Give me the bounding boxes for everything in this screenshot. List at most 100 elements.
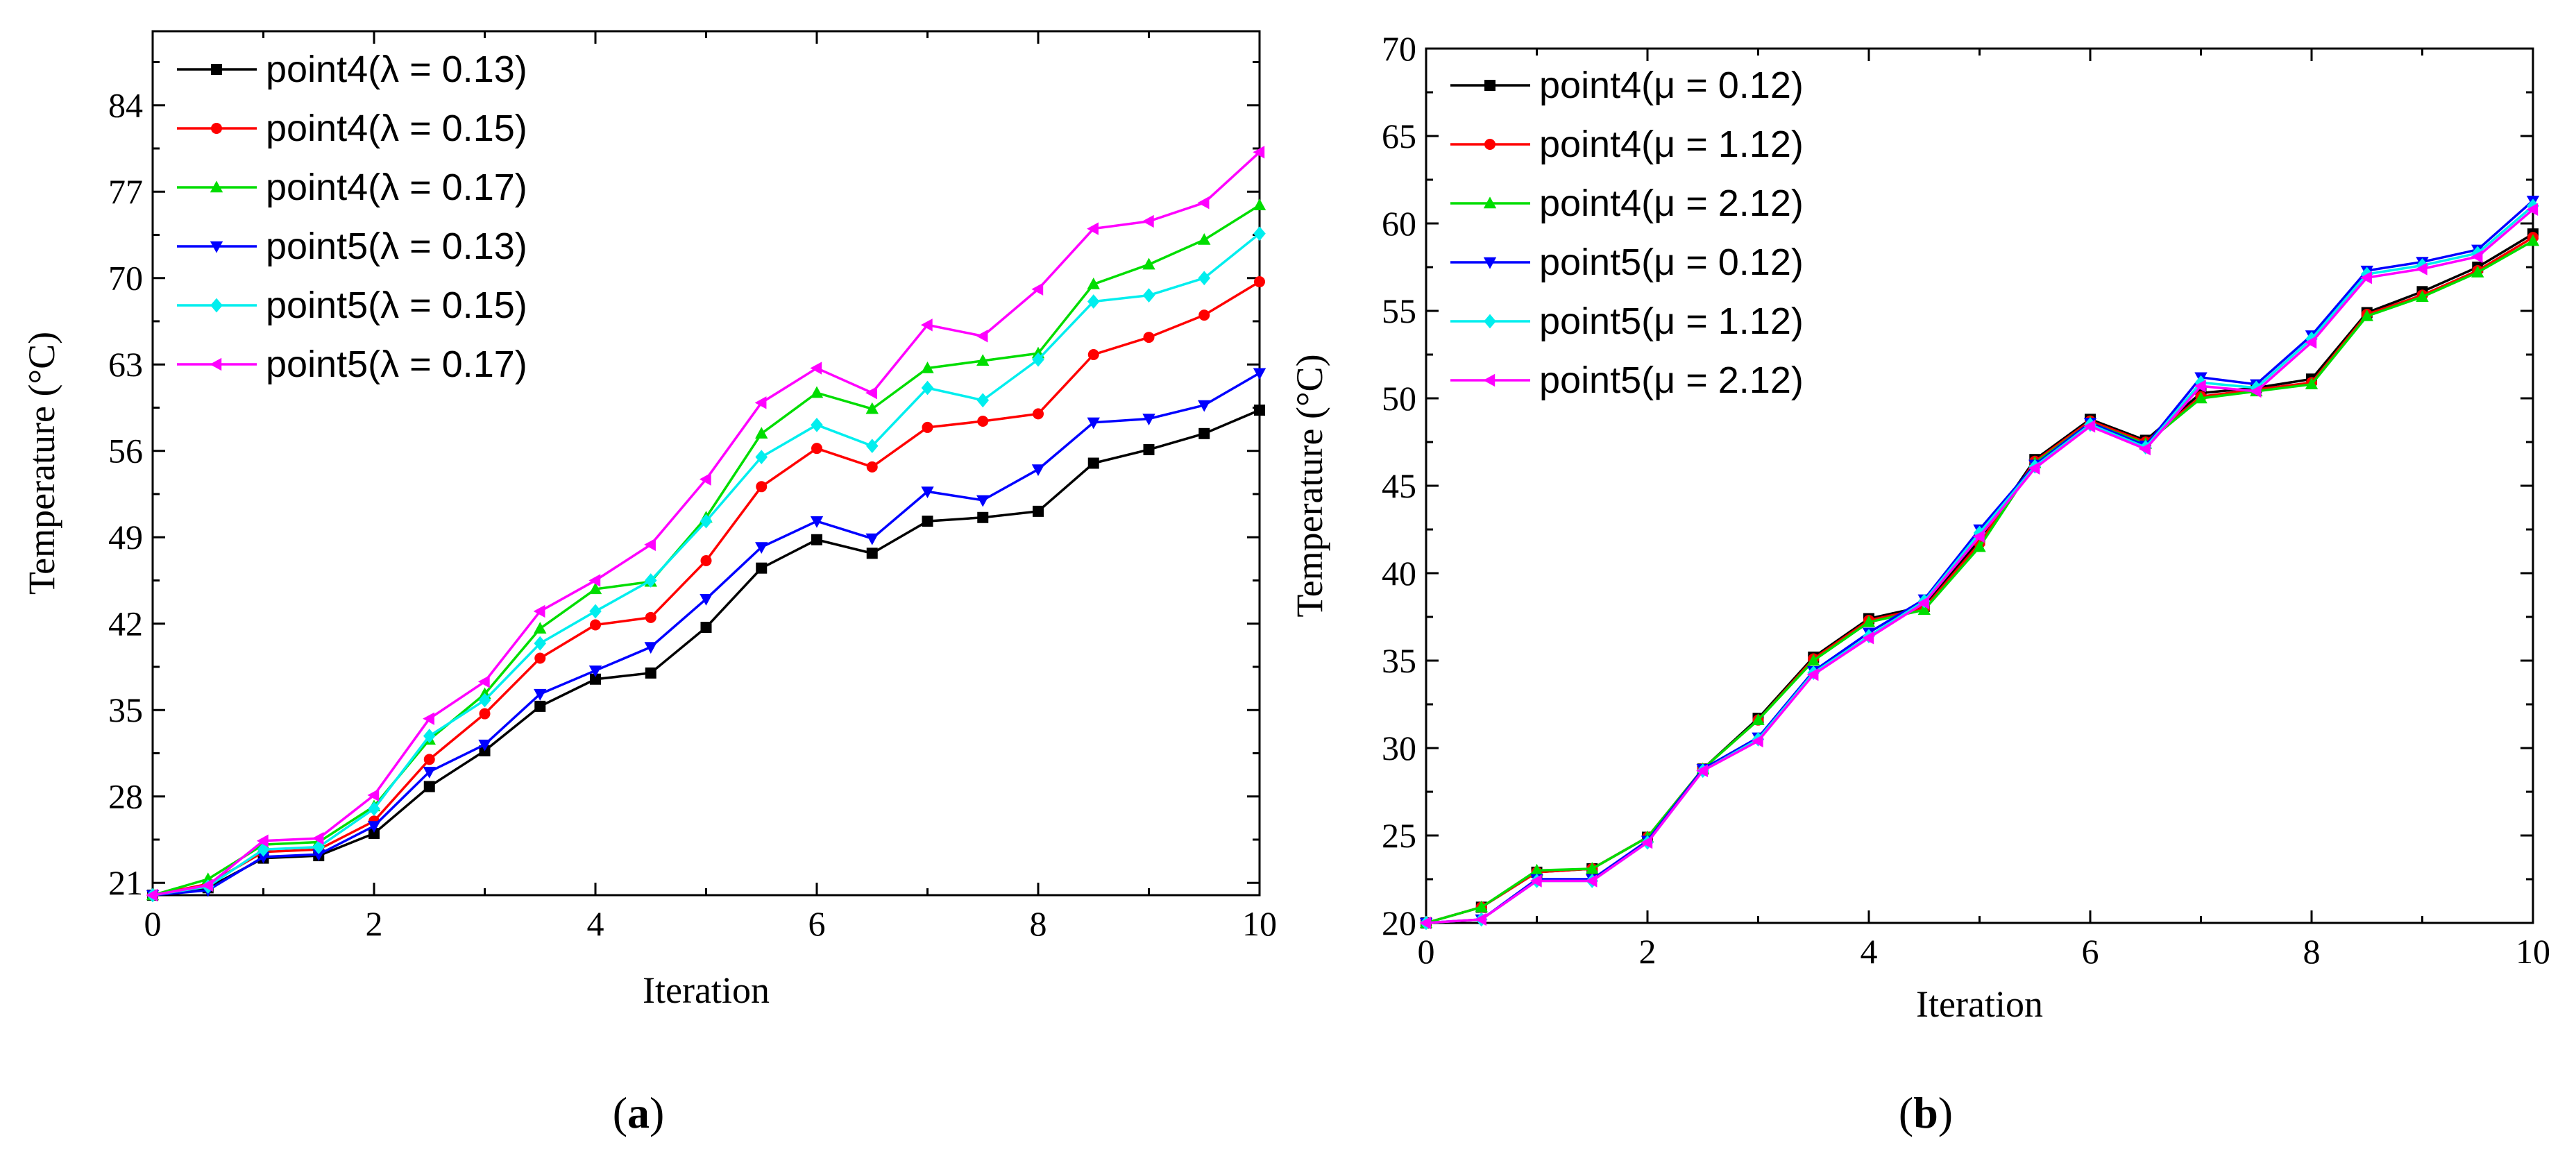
data-point — [644, 573, 657, 588]
data-point — [976, 393, 990, 408]
legend-marker — [211, 64, 222, 75]
legend-label: point4(λ = 0.15) — [266, 108, 527, 149]
data-point — [478, 739, 491, 752]
legend-entry: point5(λ = 0.17) — [177, 343, 527, 385]
data-point — [478, 693, 491, 708]
data-point — [1087, 348, 1099, 360]
y-tick-label: 35 — [108, 690, 143, 729]
data-point — [2526, 234, 2540, 246]
data-point — [367, 821, 381, 833]
data-point — [534, 636, 547, 651]
data-point — [1752, 713, 1765, 725]
y-tick-label: 77 — [108, 172, 143, 211]
y-tick-label: 49 — [108, 518, 143, 557]
series-5 — [146, 146, 1265, 902]
data-point — [312, 849, 325, 861]
data-point — [368, 828, 380, 840]
data-point — [1031, 282, 1044, 296]
data-point — [1253, 198, 1266, 210]
data-point — [865, 533, 879, 545]
data-point — [1586, 862, 1599, 874]
data-point — [534, 700, 546, 712]
legend-label: point5(λ = 0.17) — [266, 343, 527, 385]
legend-marker — [210, 357, 222, 371]
y-tick-label: 84 — [108, 86, 143, 125]
panel-label-open: ( — [1899, 1088, 1913, 1137]
data-point — [1917, 596, 1929, 610]
legend-marker — [1483, 196, 1497, 209]
data-point — [1198, 271, 1211, 286]
data-point — [2416, 290, 2429, 303]
panel-label-open: ( — [613, 1088, 627, 1137]
y-tick-label: 35 — [1382, 641, 1416, 680]
data-point — [977, 511, 989, 523]
legend-marker — [1484, 314, 1496, 329]
data-point — [367, 788, 380, 802]
data-point — [921, 361, 934, 373]
data-point — [1585, 874, 1598, 888]
data-point — [2360, 271, 2372, 285]
legend-entry: point5(λ = 0.15) — [177, 285, 527, 326]
y-tick-label: 21 — [108, 863, 143, 902]
data-point — [865, 386, 877, 400]
data-point — [534, 652, 546, 664]
data-point — [1033, 408, 1044, 420]
data-point — [2526, 203, 2539, 217]
data-point — [811, 417, 823, 432]
x-tick-label: 4 — [1861, 932, 1878, 971]
data-point — [1031, 464, 1045, 476]
data-point — [1142, 414, 1155, 426]
data-point — [1419, 916, 1432, 930]
series-3 — [146, 368, 1266, 902]
data-point — [976, 495, 990, 507]
data-point — [1253, 226, 1266, 241]
data-point — [2415, 262, 2427, 275]
data-point — [922, 516, 933, 527]
data-point — [534, 688, 547, 701]
data-point — [1862, 631, 1874, 645]
legend-marker — [210, 180, 223, 193]
data-point — [2471, 250, 2483, 264]
data-point — [1254, 276, 1265, 288]
data-point — [2194, 391, 2208, 404]
data-point — [1253, 368, 1266, 380]
data-point — [533, 604, 545, 618]
data-point — [1807, 654, 1820, 666]
series-5 — [1419, 203, 2539, 930]
data-point — [865, 439, 879, 453]
legend-marker — [210, 241, 223, 253]
data-point — [756, 481, 768, 493]
data-point — [1142, 288, 1155, 303]
data-point — [810, 386, 824, 398]
data-point — [589, 604, 602, 619]
data-point — [700, 514, 713, 529]
data-point — [645, 611, 656, 623]
data-point — [2471, 265, 2484, 278]
data-point — [1751, 734, 1763, 748]
data-point — [2305, 336, 2317, 349]
data-point — [755, 542, 768, 554]
data-point — [1806, 668, 1819, 681]
series-line — [152, 372, 1260, 897]
x-tick-label: 6 — [808, 904, 826, 943]
data-point — [1641, 835, 1653, 849]
y-tick-label: 25 — [1382, 816, 1416, 855]
x-tick-label: 2 — [1639, 932, 1656, 971]
legend-entry: point4(μ = 1.12) — [1450, 124, 1804, 165]
data-point — [700, 555, 712, 567]
legend-entry: point4(λ = 0.17) — [177, 167, 527, 208]
data-point — [811, 443, 822, 455]
data-point — [755, 450, 768, 465]
panel-label: (a) — [613, 1088, 665, 1137]
data-point — [423, 712, 434, 725]
data-point — [2360, 309, 2373, 321]
data-point — [423, 729, 436, 743]
data-point — [1198, 427, 1210, 439]
panel-label-close: ) — [1938, 1088, 1953, 1137]
data-point — [1197, 196, 1210, 210]
data-point — [1475, 913, 1486, 926]
legend-label: point4(μ = 1.12) — [1539, 124, 1804, 165]
data-point — [588, 665, 602, 677]
y-tick-label: 63 — [108, 345, 143, 384]
data-point — [700, 593, 713, 606]
